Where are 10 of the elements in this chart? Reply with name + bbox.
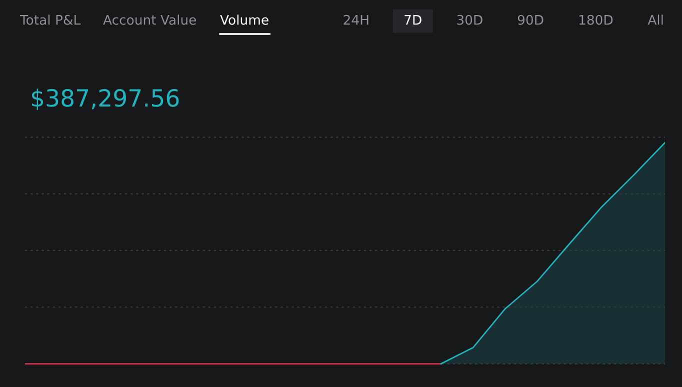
chart-title: $387,297.56	[32, 88, 179, 110]
text: Account Value	[103, 14, 196, 25]
text: Volume	[220, 14, 268, 25]
text: 7D	[404, 15, 422, 25]
text: 90D	[518, 14, 544, 25]
text: 24H	[344, 14, 368, 25]
text: Total P&L	[20, 14, 81, 25]
text: 30D	[457, 14, 482, 25]
text: 180D	[579, 14, 613, 25]
text: All	[648, 14, 663, 25]
